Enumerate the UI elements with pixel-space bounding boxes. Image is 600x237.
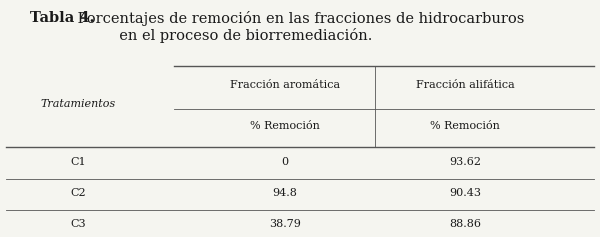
Text: C1: C1	[70, 157, 86, 167]
Text: 88.86: 88.86	[449, 219, 481, 229]
Text: C2: C2	[70, 188, 86, 198]
Text: Fracción alifática: Fracción alifática	[416, 80, 514, 90]
Text: 38.79: 38.79	[269, 219, 301, 229]
Text: 0: 0	[281, 157, 289, 167]
Text: Fracción aromática: Fracción aromática	[230, 80, 340, 90]
Text: Tratamientos: Tratamientos	[40, 99, 116, 109]
Text: Porcentajes de remoción en las fracciones de hidrocarburos
          en el proce: Porcentajes de remoción en las fraccione…	[73, 11, 524, 43]
Text: % Remoción: % Remoción	[250, 121, 320, 131]
Text: 94.8: 94.8	[272, 188, 298, 198]
Text: C3: C3	[70, 219, 86, 229]
Text: 93.62: 93.62	[449, 157, 481, 167]
Text: Tabla 4.: Tabla 4.	[30, 11, 95, 25]
Text: % Remoción: % Remoción	[430, 121, 500, 131]
Text: 90.43: 90.43	[449, 188, 481, 198]
